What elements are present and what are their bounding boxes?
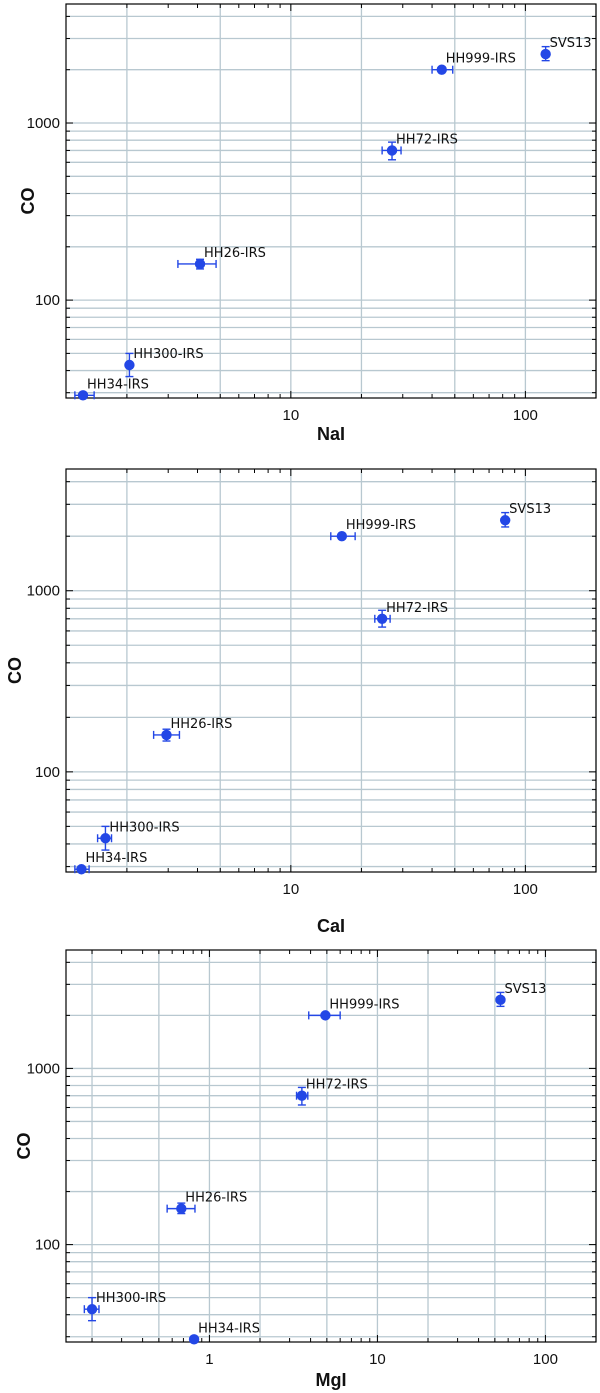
marker <box>100 833 111 844</box>
data-point-hh34-irs: HH34-IRS <box>188 1321 260 1345</box>
y-tick-label: 1000 <box>27 583 60 600</box>
marker <box>194 258 206 270</box>
y-tick-label: 1000 <box>27 115 60 132</box>
data-point-hh300-irs: HH300-IRS <box>96 820 180 851</box>
point-label: SVS13 <box>550 36 592 51</box>
marker <box>320 1010 331 1021</box>
point-label: HH300-IRS <box>109 820 179 835</box>
y-tick-label: 100 <box>35 292 60 309</box>
x-tick-label: 100 <box>513 881 538 898</box>
marker <box>336 531 348 542</box>
marker <box>376 613 388 624</box>
plot-frame <box>65 949 597 1343</box>
point-label: HH72-IRS <box>306 1078 368 1093</box>
point-label: HH300-IRS <box>96 1291 166 1306</box>
data-point-hh999-irs: HH999-IRS <box>431 52 516 75</box>
y-tick-label: 1000 <box>27 1060 60 1077</box>
marker <box>77 390 89 401</box>
chart-cai-panel: 10 100 100 1000 CaI CO SVS13 HH999-IRS HH72-IRS H… <box>5 468 597 936</box>
y-tick-label: 100 <box>35 1237 60 1254</box>
marker <box>86 1303 98 1315</box>
marker <box>188 1334 200 1345</box>
data-point-hh300-irs: HH300-IRS <box>83 1291 166 1322</box>
point-label: HH72-IRS <box>396 132 458 147</box>
data-point-svs13: SVS13 <box>499 502 551 528</box>
point-label: SVS13 <box>509 502 551 517</box>
data-point-hh72-irs: HH72-IRS <box>381 132 458 161</box>
y-tick-label: 100 <box>35 764 60 781</box>
point-label: SVS13 <box>504 982 546 997</box>
data-point-svs13: SVS13 <box>540 36 592 62</box>
y-axis-title: CO <box>18 188 38 215</box>
x-tick-label: 10 <box>369 1351 386 1368</box>
point-label: HH999-IRS <box>446 52 516 67</box>
data-point-hh72-irs: HH72-IRS <box>374 601 448 628</box>
x-tick-label: 100 <box>533 1351 558 1368</box>
marker <box>296 1090 308 1101</box>
marker <box>495 994 506 1006</box>
point-label: HH34-IRS <box>87 377 149 392</box>
x-axis-title: MgI <box>316 1370 347 1390</box>
marker <box>386 145 398 156</box>
marker <box>161 729 172 741</box>
plot-frame <box>65 3 597 399</box>
data-point-hh26-irs: HH26-IRS <box>166 1191 247 1215</box>
marker <box>76 864 87 875</box>
point-label: HH999-IRS <box>329 997 399 1012</box>
x-axis-title: CaI <box>317 916 345 936</box>
data-point-hh34-irs: HH34-IRS <box>74 851 147 875</box>
x-tick-label: 10 <box>282 881 299 898</box>
data-point-hh999-irs: HH999-IRS <box>308 997 400 1021</box>
point-label: HH26-IRS <box>204 246 266 261</box>
point-label: HH999-IRS <box>346 518 416 533</box>
chart-mgi-panel: 1 10 100 100 1000 MgI CO SVS13 HH999-IRS HH72-IRS… <box>14 949 597 1390</box>
marker <box>436 64 447 75</box>
marker <box>124 359 135 371</box>
point-label: HH300-IRS <box>133 347 203 362</box>
x-tick-label: 1 <box>205 1351 213 1368</box>
point-label: HH26-IRS <box>185 1191 247 1206</box>
x-axis-title: NaI <box>317 424 345 444</box>
y-axis-title: CO <box>5 657 25 684</box>
data-point-hh999-irs: HH999-IRS <box>330 518 416 542</box>
marker <box>176 1203 187 1214</box>
point-label: HH34-IRS <box>198 1321 260 1336</box>
point-label: HH72-IRS <box>386 601 448 616</box>
data-point-hh26-irs: HH26-IRS <box>177 246 266 270</box>
y-axis-title: CO <box>14 1133 34 1160</box>
marker <box>499 515 511 526</box>
data-point-hh72-irs: HH72-IRS <box>295 1078 368 1106</box>
data-point-svs13: SVS13 <box>495 982 546 1008</box>
data-point-hh300-irs: HH300-IRS <box>124 347 204 378</box>
plot-frame <box>65 468 597 873</box>
x-tick-label: 10 <box>282 407 299 424</box>
data-point-hh26-irs: HH26-IRS <box>152 717 232 742</box>
chart-nai-panel: 10 100 100 1000 NaI CO SVS13 HH999-IRS HH72-IRS H… <box>18 3 597 444</box>
data-point-hh34-irs: HH34-IRS <box>74 377 149 401</box>
x-tick-label: 100 <box>513 407 538 424</box>
point-label: HH34-IRS <box>85 851 147 866</box>
marker <box>540 48 551 60</box>
point-label: HH26-IRS <box>170 717 232 732</box>
